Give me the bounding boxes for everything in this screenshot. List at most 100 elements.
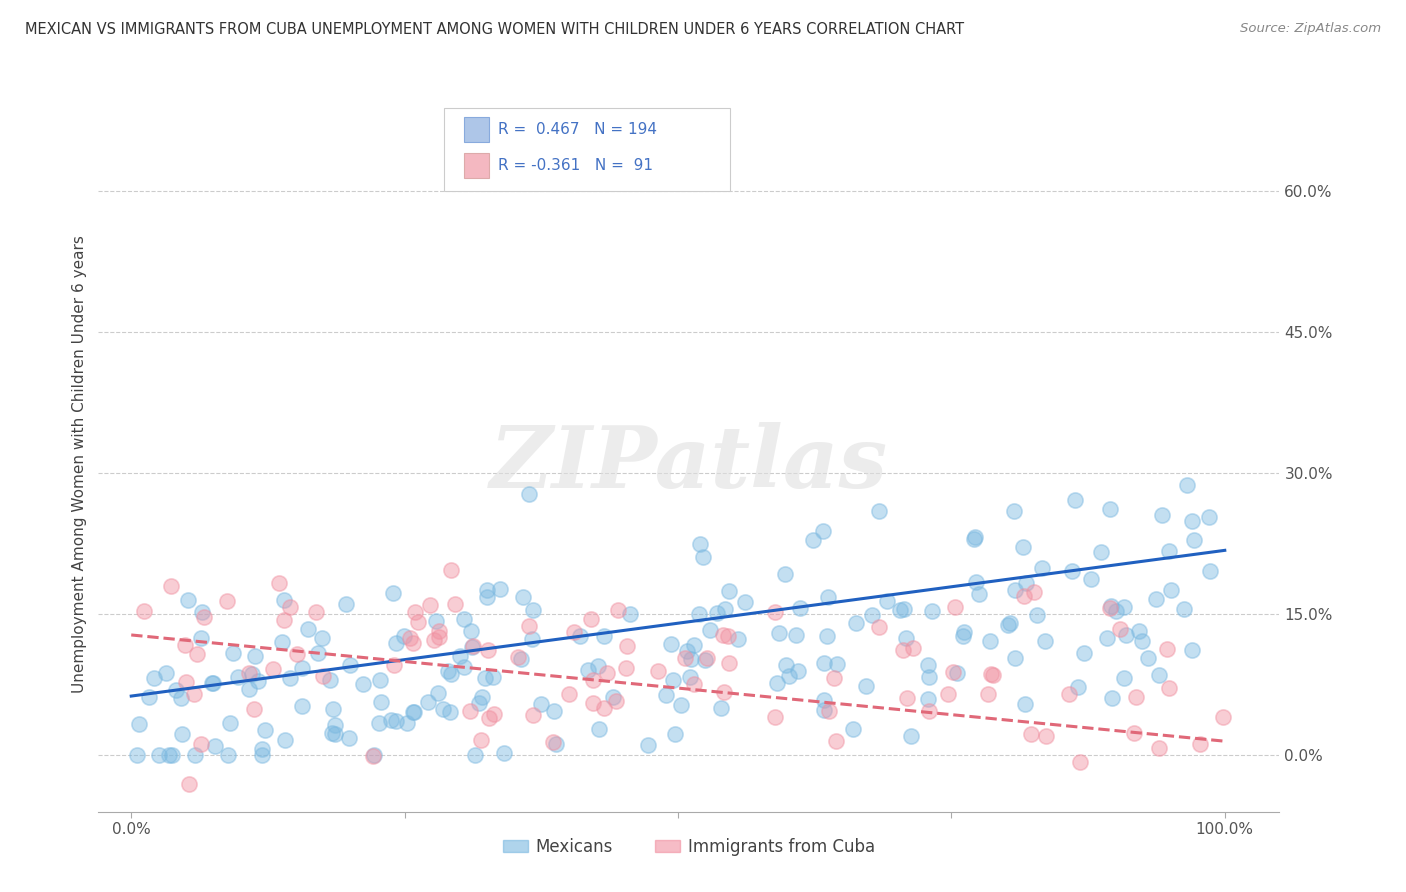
Point [1152, 508, 1174, 522]
Point [253, 723, 276, 737]
Point [952, 629, 974, 643]
Point [869, 504, 891, 518]
Point [215, 593, 238, 607]
Point [1004, 651, 1026, 665]
Point [246, 674, 269, 689]
Point [817, 590, 839, 604]
Point [775, 657, 797, 672]
Point [945, 599, 967, 614]
Point [179, 776, 201, 790]
Point [1123, 726, 1146, 740]
Point [291, 661, 314, 675]
Point [813, 703, 835, 717]
Point [382, 586, 405, 600]
Point [432, 702, 454, 716]
Point [692, 549, 714, 564]
Point [128, 717, 150, 731]
Point [274, 733, 297, 747]
Point [170, 691, 193, 706]
Point [661, 673, 683, 687]
Point [558, 687, 581, 701]
Point [682, 638, 704, 652]
Point [825, 734, 848, 748]
Point [134, 604, 156, 618]
Point [900, 730, 922, 744]
Point [444, 597, 467, 611]
Point [592, 629, 614, 643]
Point [963, 533, 986, 547]
Point [402, 705, 425, 719]
Point [1012, 540, 1035, 554]
Point [1199, 565, 1222, 579]
Point [1114, 600, 1136, 615]
Text: R = -0.361   N =  91: R = -0.361 N = 91 [498, 158, 652, 172]
Point [717, 629, 740, 643]
Point [1115, 628, 1137, 642]
Point [474, 671, 496, 685]
Point [148, 748, 170, 763]
Point [416, 695, 439, 709]
Point [713, 685, 735, 699]
Point [1035, 730, 1057, 744]
Point [1156, 642, 1178, 657]
Point [1080, 572, 1102, 586]
Point [823, 672, 845, 686]
Point [696, 651, 718, 665]
Point [1019, 727, 1042, 741]
Y-axis label: Unemployment Among Women with Children Under 6 years: Unemployment Among Women with Children U… [72, 235, 87, 693]
Point [475, 591, 498, 605]
Point [392, 629, 415, 643]
Point [706, 606, 728, 620]
Point [688, 607, 710, 622]
Point [1098, 502, 1121, 516]
Point [321, 725, 343, 739]
Point [449, 648, 471, 663]
Point [217, 748, 239, 763]
Point [530, 697, 553, 711]
Point [307, 646, 329, 660]
Point [1125, 690, 1147, 705]
Point [917, 658, 939, 673]
Point [889, 603, 911, 617]
Point [370, 695, 392, 709]
Point [170, 726, 193, 740]
Point [718, 656, 741, 670]
Point [718, 584, 741, 599]
Point [918, 704, 941, 718]
Point [946, 665, 969, 680]
Point [1098, 601, 1121, 615]
Point [157, 748, 180, 763]
Point [1109, 622, 1132, 636]
Point [201, 676, 224, 690]
Point [464, 748, 486, 763]
Point [998, 616, 1021, 631]
Point [127, 748, 149, 763]
Point [683, 677, 706, 691]
Point [891, 643, 914, 657]
Point [896, 691, 918, 706]
Point [1144, 591, 1167, 606]
Point [588, 659, 610, 673]
Point [522, 708, 544, 723]
Point [1014, 697, 1036, 711]
Point [380, 714, 402, 728]
Point [637, 738, 659, 752]
Point [789, 601, 811, 615]
Point [818, 704, 841, 718]
Point [893, 602, 915, 616]
Point [1069, 755, 1091, 769]
Point [1024, 584, 1046, 599]
Point [270, 635, 292, 649]
Point [404, 605, 426, 619]
Point [312, 669, 335, 683]
Point [193, 609, 215, 624]
Text: ZIPatlas: ZIPatlas [489, 422, 889, 506]
Point [918, 670, 941, 684]
Point [339, 657, 361, 672]
Point [1147, 668, 1170, 682]
Point [382, 658, 405, 673]
Point [385, 636, 408, 650]
Point [669, 698, 692, 713]
Point [1212, 710, 1234, 724]
Point [1073, 647, 1095, 661]
